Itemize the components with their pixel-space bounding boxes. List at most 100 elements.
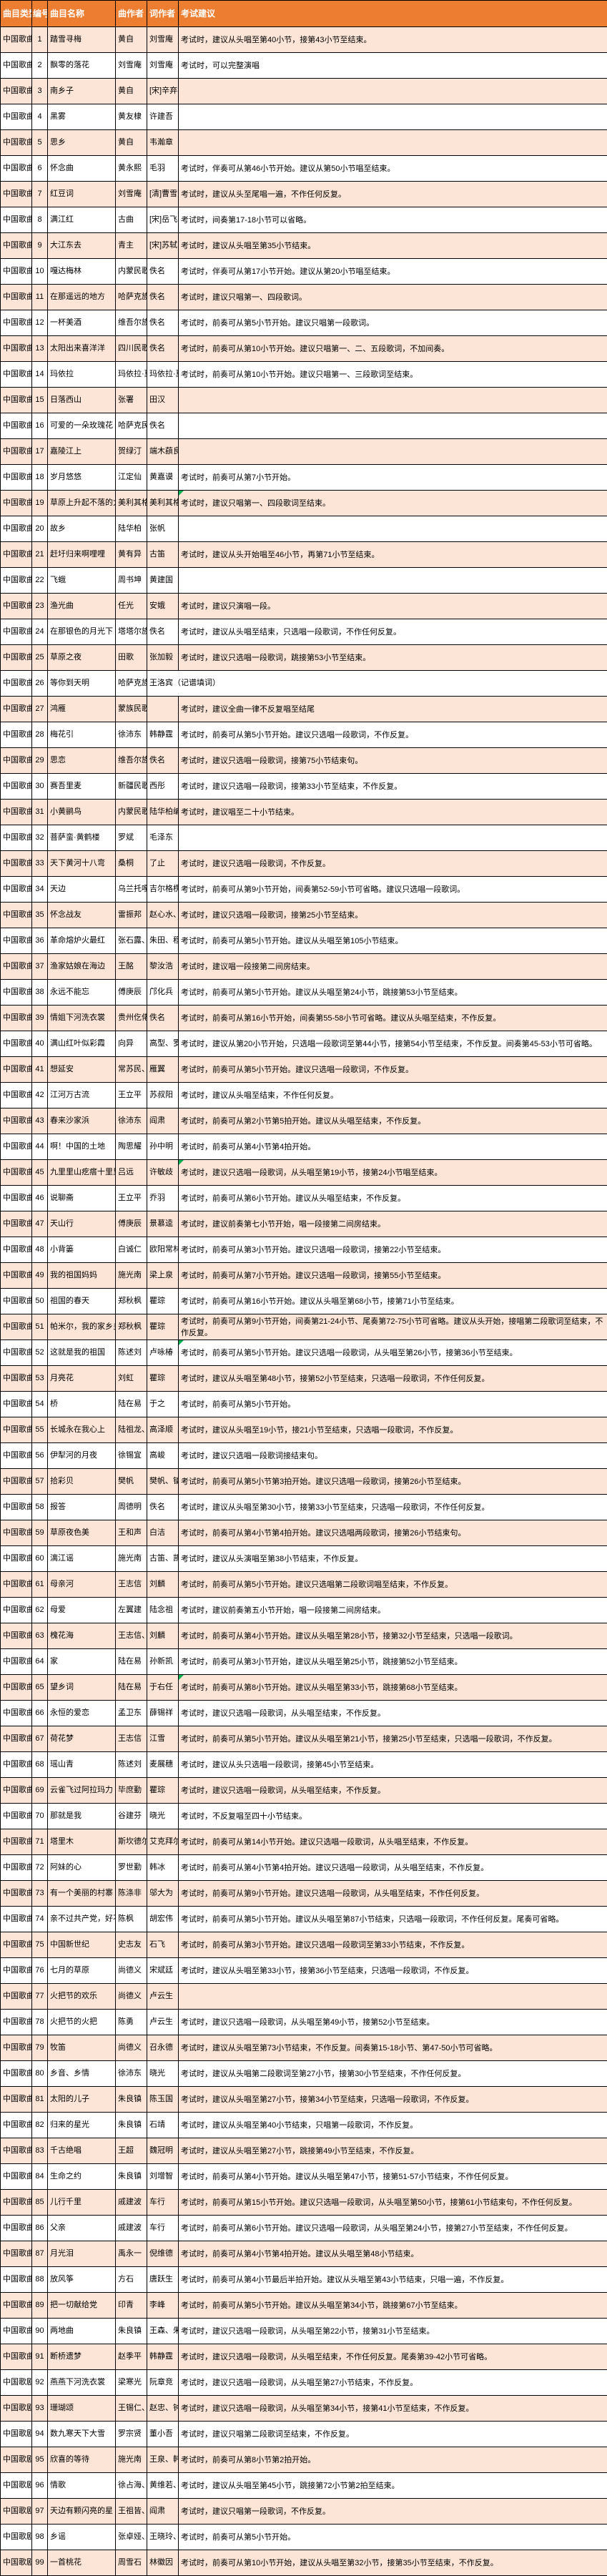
cell-number[interactable]: 38 <box>32 980 48 1006</box>
cell-composer[interactable]: 刘雪庵 <box>116 53 147 79</box>
cell-lyricist[interactable]: 孙新凯 <box>147 1649 179 1675</box>
cell-number[interactable]: 44 <box>32 1134 48 1160</box>
cell-song-title[interactable]: 天下黄河十八弯 <box>48 851 116 877</box>
cell-lyricist[interactable]: 黄嘉谟 <box>147 465 179 491</box>
cell-composer[interactable]: 赵季平 <box>116 2344 147 2370</box>
cell-song-title[interactable]: 天边有颗闪亮的星 <box>48 2499 116 2525</box>
cell-lyricist[interactable]: 唐跃生 <box>147 2267 179 2293</box>
cell-lyricist[interactable]: 西彤 <box>147 774 179 800</box>
cell-lyricist[interactable] <box>147 697 179 722</box>
cell-lyricist[interactable]: 于右任 <box>147 1675 179 1701</box>
cell-composer[interactable]: 王志信 <box>116 1572 147 1598</box>
cell-song-title[interactable]: 草原夜色美 <box>48 1520 116 1546</box>
cell-song-type[interactable]: 中国歌曲 <box>1 1031 32 1057</box>
cell-exam-advice[interactable]: 考试时，建议只选唱一段歌词，从头唱至结束，不作任何反复。尾奏第39-42小节可省… <box>179 2344 607 2370</box>
cell-song-title[interactable]: 说聊斋 <box>48 1186 116 1211</box>
cell-song-type[interactable]: 中国歌曲 <box>1 2241 32 2267</box>
cell-song-type[interactable]: 中国歌曲 <box>1 439 32 465</box>
cell-number[interactable]: 64 <box>32 1649 48 1675</box>
cell-exam-advice[interactable]: 考试时，建议从头唱第二段歌词至第27小节，接第30小节至结束，不作任何反复。 <box>179 2061 607 2087</box>
cell-exam-advice[interactable]: 考试时，建议从头唱至第73小节结束，不作反复。间奏第15-18小节、第47-50… <box>179 2035 607 2061</box>
cell-song-title[interactable]: 怀念曲 <box>48 156 116 182</box>
cell-number[interactable]: 70 <box>32 1804 48 1829</box>
cell-song-title[interactable]: 渔家姑娘在海边 <box>48 954 116 980</box>
cell-composer[interactable]: 施光南 <box>116 1263 147 1289</box>
cell-song-type[interactable]: 中国歌曲 <box>1 1623 32 1649</box>
cell-exam-advice[interactable]: 考试时，建议只唱第一、四段歌词至结束。 <box>179 491 607 516</box>
cell-composer[interactable]: 维吾尔族民歌 <box>116 748 147 774</box>
cell-song-type[interactable]: 中国歌曲 <box>1 27 32 53</box>
cell-number[interactable]: 89 <box>32 2293 48 2319</box>
cell-number[interactable]: 39 <box>32 1006 48 1031</box>
cell-exam-advice[interactable]: 考试时，建议前奏第五小节开始，唱一段接第二间房结束。 <box>179 1598 607 1623</box>
cell-exam-advice[interactable]: 考试时，建议从头开始唱至46小节，再第71小节至结束。 <box>179 542 607 568</box>
cell-song-title[interactable]: 梅花引 <box>48 722 116 748</box>
cell-song-type[interactable]: 中国歌曲 <box>1 2035 32 2061</box>
col-header-composer[interactable]: 曲作者 <box>116 1 147 27</box>
cell-lyricist[interactable]: 阎肃 <box>147 1108 179 1134</box>
cell-composer[interactable]: 王立平 <box>116 1186 147 1211</box>
cell-number[interactable]: 43 <box>32 1108 48 1134</box>
cell-lyricist[interactable]: 白洁 <box>147 1520 179 1546</box>
cell-song-type[interactable]: 中国歌曲 <box>1 619 32 645</box>
cell-song-title[interactable]: 云雀飞过阿拉玛力 <box>48 1778 116 1804</box>
cell-song-type[interactable]: 中国歌曲 <box>1 568 32 594</box>
cell-number[interactable]: 8 <box>32 207 48 233</box>
cell-number[interactable]: 23 <box>32 594 48 619</box>
cell-exam-advice[interactable]: 考试时，前奏可从第4小节开始。建议从头唱至第47小节，接第51-57小节结束，不… <box>179 2164 607 2190</box>
cell-song-type[interactable]: 中国歌曲 <box>1 671 32 697</box>
cell-composer[interactable]: 王志信 <box>116 1726 147 1752</box>
cell-song-title[interactable]: 满江红 <box>48 207 116 233</box>
cell-number[interactable]: 47 <box>32 1211 48 1237</box>
cell-song-type[interactable]: 中国歌曲 <box>1 1932 32 1958</box>
cell-composer[interactable]: 周雪石 <box>116 2550 147 2576</box>
cell-lyricist[interactable]: 梁上泉 <box>147 1263 179 1289</box>
cell-exam-advice[interactable]: 考试时，前奏可从第8小节开始。建议从头唱至第33小节，跳接第68小节至结束。 <box>179 1675 607 1701</box>
cell-song-type[interactable]: 中国歌曲 <box>1 1778 32 1804</box>
cell-song-type[interactable]: 中国歌剧选曲 <box>1 2370 32 2396</box>
cell-number[interactable]: 60 <box>32 1546 48 1572</box>
cell-exam-advice[interactable]: 考试时，前奏可从第5小节开始。建议从头唱至第21小节，接第25小节至结束，只选唱… <box>179 1726 607 1752</box>
cell-song-type[interactable]: 中国歌曲 <box>1 413 32 439</box>
cell-lyricist[interactable]: 刘麟 <box>147 1572 179 1598</box>
cell-song-title[interactable]: 那就是我 <box>48 1804 116 1829</box>
cell-song-type[interactable]: 中国歌曲 <box>1 1495 32 1520</box>
cell-exam-advice[interactable]: 考试时，前奏可从第5小节开始。建议只选唱一段歌词，不作反复。 <box>179 1057 607 1083</box>
cell-lyricist[interactable]: 刘麟 <box>147 1623 179 1649</box>
cell-composer[interactable]: 王锡仁、胡士平 <box>116 2396 147 2422</box>
cell-exam-advice[interactable]: 考试时，前奏可从第3小节开始，建议从头唱至第25小节，跳接第52小节至结束。 <box>179 1649 607 1675</box>
cell-song-type[interactable]: 中国歌曲 <box>1 1211 32 1237</box>
cell-song-title[interactable]: 把一切献给党 <box>48 2293 116 2319</box>
cell-composer[interactable]: 傅庚辰 <box>116 1211 147 1237</box>
cell-exam-advice[interactable]: 考试时，建议从头唱至第35小节结束。 <box>179 233 607 259</box>
cell-lyricist[interactable]: 晓光 <box>147 1804 179 1829</box>
cell-composer[interactable]: 王志信、刘荣 <box>116 1623 147 1649</box>
cell-number[interactable]: 26 <box>32 671 48 697</box>
cell-exam-advice[interactable] <box>179 1984 607 2010</box>
cell-song-type[interactable]: 中国歌曲 <box>1 748 32 774</box>
cell-song-type[interactable]: 中国歌曲 <box>1 1314 32 1340</box>
cell-composer[interactable]: 哈萨克民歌 <box>116 413 147 439</box>
cell-lyricist[interactable]: 瞿琮 <box>147 1366 179 1392</box>
cell-composer[interactable]: 斯坎德尔·塞买 <box>116 1829 147 1855</box>
cell-exam-advice[interactable]: 考试时，前奏可从第6小节开始。建议只选唱一段歌词，从头唱至第24小节，接第27小… <box>179 2216 607 2241</box>
cell-song-type[interactable]: 中国歌曲 <box>1 53 32 79</box>
cell-composer[interactable]: 方石 <box>116 2267 147 2293</box>
cell-number[interactable]: 74 <box>32 1907 48 1932</box>
cell-exam-advice[interactable]: 考试时，建议从头唱至第40小节，接第43小节至结束。 <box>179 27 607 53</box>
cell-composer[interactable]: 孟卫东 <box>116 1701 147 1726</box>
cell-composer[interactable]: 毕庶勤 <box>116 1778 147 1804</box>
cell-song-title[interactable]: 拾彩贝 <box>48 1469 116 1495</box>
cell-song-title[interactable]: 帕米尔，我的家乡多么美 <box>48 1314 116 1340</box>
cell-lyricist[interactable]: 陆念祖 <box>147 1598 179 1623</box>
cell-exam-advice[interactable]: 考试时，建议只选唱一段歌词，跳接第53小节至结束。 <box>179 645 607 671</box>
cell-number[interactable]: 87 <box>32 2241 48 2267</box>
cell-song-type[interactable]: 中国歌曲 <box>1 2087 32 2113</box>
col-header-lyricist[interactable]: 词作者 <box>147 1 179 27</box>
cell-song-title[interactable]: 满山红叶似彩霞 <box>48 1031 116 1057</box>
cell-composer[interactable]: 朱良镇 <box>116 2087 147 2113</box>
cell-song-type[interactable]: 中国歌曲 <box>1 1701 32 1726</box>
cell-composer[interactable]: 新疆民歌 <box>116 774 147 800</box>
cell-lyricist[interactable]: 了止 <box>147 851 179 877</box>
cell-lyricist[interactable]: 佚名 <box>147 619 179 645</box>
